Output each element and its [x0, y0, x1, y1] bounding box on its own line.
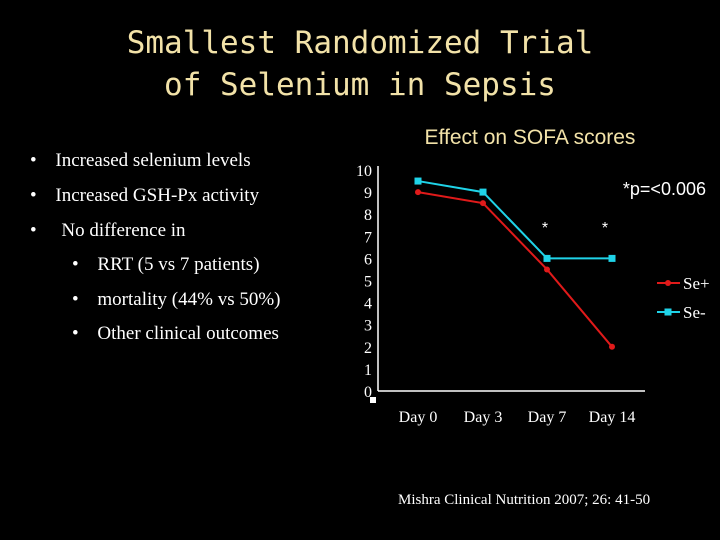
y-tick-label: 0 [364, 384, 372, 401]
bullet-text: Increased GSH-Px activity [55, 185, 260, 206]
y-tick-label: 4 [364, 296, 372, 313]
bullet-marker: • [72, 323, 79, 344]
significance-star: * [602, 220, 608, 237]
y-tick-label: 9 [364, 185, 372, 202]
sub-bullet-item: • Other clinical outcomes [72, 323, 279, 345]
y-tick-label: 3 [364, 318, 372, 335]
bullet-marker: • [30, 150, 37, 171]
x-tick-label: Day 0 [399, 409, 438, 426]
y-tick-label: 1 [364, 362, 372, 379]
legend-swatch-marker [664, 308, 672, 316]
series-line [417, 180, 612, 260]
slide-title: Smallest Randomized Trial of Selenium in… [0, 22, 720, 106]
legend-label: Se+ [683, 274, 710, 293]
bullet-marker: • [72, 289, 79, 310]
significance-star: * [542, 220, 548, 237]
data-point [608, 254, 616, 262]
bullet-item: • No difference in [30, 220, 186, 242]
legend-label: Se- [683, 303, 706, 322]
data-point [544, 266, 550, 273]
data-point [414, 177, 422, 185]
y-tick-label: 2 [364, 340, 372, 357]
data-point [415, 189, 421, 196]
citation: Mishra Clinical Nutrition 2007; 26: 41-5… [398, 492, 651, 508]
bullet-item: • Increased selenium levels [30, 150, 251, 172]
bullet-text: RRT (5 vs 7 patients) [97, 254, 260, 275]
series-line [417, 191, 613, 348]
bullet-marker: • [72, 254, 79, 275]
bullet-marker: • [30, 185, 37, 206]
sub-bullet-item: • RRT (5 vs 7 patients) [72, 254, 260, 276]
bullet-marker: • [30, 220, 37, 241]
data-point [479, 188, 487, 196]
data-point [480, 200, 486, 207]
sub-bullet-item: • mortality (44% vs 50%) [72, 289, 281, 311]
data-point [543, 254, 551, 262]
x-tick-label: Day 7 [528, 409, 567, 426]
title-line-1: Smallest Randomized Trial [126, 25, 594, 61]
y-tick-label: 7 [364, 229, 372, 246]
x-tick-label: Day 14 [589, 409, 636, 426]
y-tick-label: 8 [364, 207, 372, 224]
bullet-item: • Increased GSH-Px activity [30, 185, 259, 207]
y-tick-label: 6 [364, 251, 372, 268]
y-tick-label: 5 [364, 274, 372, 291]
data-point [609, 343, 615, 350]
bullet-text: mortality (44% vs 50%) [97, 289, 281, 310]
origin-marker [370, 397, 376, 403]
significance-annotation: *p=<0.006 [623, 179, 706, 199]
chart-title: Effect on SOFA scores [424, 126, 636, 149]
bullet-text: Other clinical outcomes [97, 323, 279, 344]
title-line-2: of Selenium in Sepsis [164, 67, 556, 103]
legend-swatch-marker [665, 280, 671, 286]
bullet-text: No difference in [61, 220, 186, 241]
y-tick-label: 10 [356, 163, 372, 180]
bullet-text: Increased selenium levels [55, 150, 251, 171]
x-tick-label: Day 3 [464, 409, 503, 426]
